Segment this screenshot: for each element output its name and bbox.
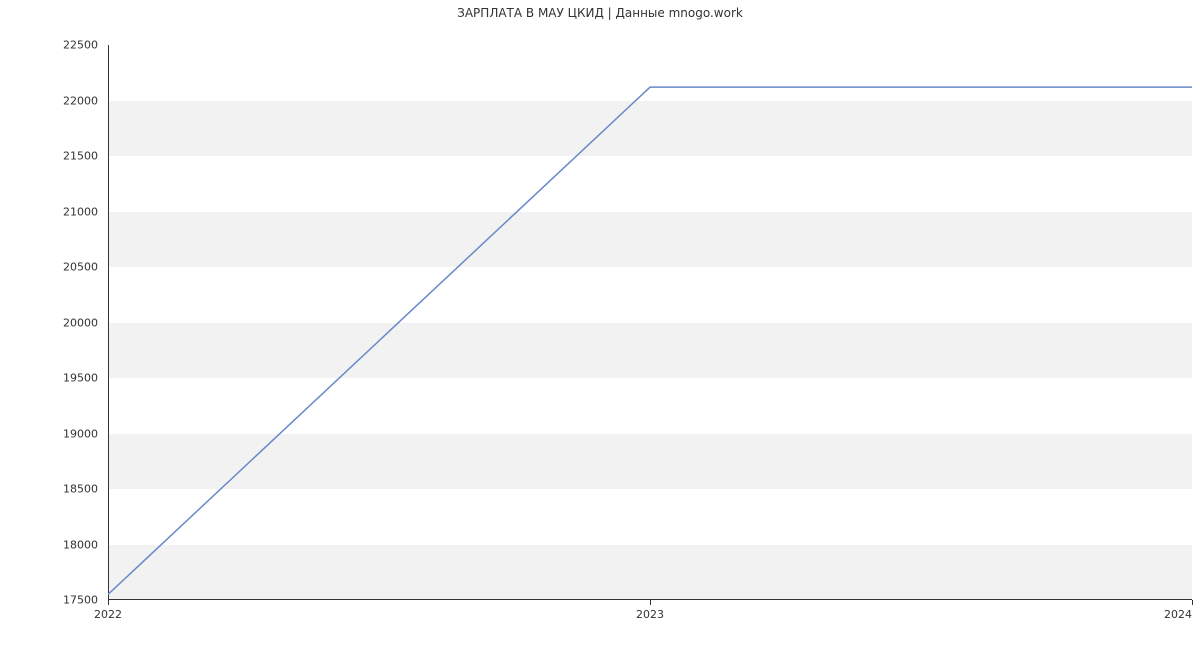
x-tick-mark xyxy=(108,600,109,605)
plot-area xyxy=(108,45,1192,600)
y-tick-label: 21000 xyxy=(0,205,98,218)
x-tick-mark xyxy=(1192,600,1193,605)
y-tick-label: 18000 xyxy=(0,538,98,551)
y-tick-label: 17500 xyxy=(0,594,98,607)
y-tick-label: 20000 xyxy=(0,316,98,329)
y-tick-label: 22500 xyxy=(0,39,98,52)
chart-title: ЗАРПЛАТА В МАУ ЦКИД | Данные mnogo.work xyxy=(0,6,1200,20)
series-salary xyxy=(108,87,1192,594)
x-tick-label: 2024 xyxy=(1164,608,1192,621)
x-tick-label: 2023 xyxy=(636,608,664,621)
x-tick-mark xyxy=(650,600,651,605)
y-tick-label: 20500 xyxy=(0,261,98,274)
line-layer xyxy=(108,45,1192,600)
y-tick-label: 21500 xyxy=(0,150,98,163)
salary-line-chart: ЗАРПЛАТА В МАУ ЦКИД | Данные mnogo.work … xyxy=(0,0,1200,650)
y-tick-label: 22000 xyxy=(0,94,98,107)
x-tick-label: 2022 xyxy=(94,608,122,621)
y-tick-label: 19500 xyxy=(0,372,98,385)
y-tick-label: 19000 xyxy=(0,427,98,440)
y-tick-label: 18500 xyxy=(0,483,98,496)
